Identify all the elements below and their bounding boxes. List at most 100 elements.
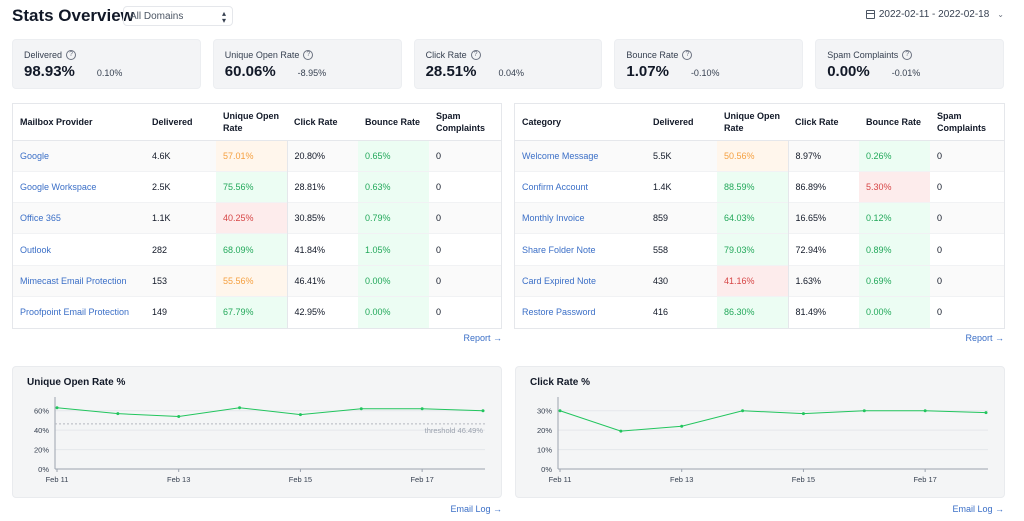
row-name-link[interactable]: Welcome Message: [515, 139, 646, 172]
help-icon[interactable]: ?: [66, 50, 77, 60]
row-name-link[interactable]: Google: [13, 139, 145, 172]
data-point: [177, 415, 181, 419]
row-name-link[interactable]: Mimecast Email Protection: [13, 264, 145, 297]
table-cell: 0.89%: [859, 233, 930, 266]
data-point: [619, 429, 623, 433]
data-point: [741, 409, 745, 413]
calendar-icon: [865, 10, 875, 19]
row-name-link[interactable]: Restore Password: [515, 295, 646, 328]
table-cell: 4.6K: [145, 139, 216, 172]
row-name-link[interactable]: Card Expired Note: [515, 264, 646, 297]
table-cell: 86.30%: [717, 295, 788, 328]
table-cell: 2.5K: [145, 170, 216, 203]
table-cell: 5.5K: [646, 139, 717, 172]
row-name-link[interactable]: Outlook: [13, 233, 145, 266]
table-row: Google 4.6K 57.01% 20.80% 0.65% 0: [13, 139, 501, 172]
table-cell: 79.03%: [717, 233, 788, 266]
table-cell: 41.84%: [286, 233, 358, 266]
table-cell: 0: [930, 295, 1004, 328]
table-cell: 0.00%: [358, 264, 429, 297]
stat-label: Delivered: [24, 50, 63, 60]
table-cell: 1.1K: [145, 202, 216, 234]
help-icon[interactable]: ?: [470, 50, 481, 60]
row-name-link[interactable]: Google Workspace: [13, 170, 145, 203]
y-tick-label: 30%: [537, 407, 552, 416]
help-icon[interactable]: ?: [682, 50, 693, 60]
table-cell: 0: [930, 202, 1004, 234]
column-header: Delivered: [646, 104, 717, 141]
help-icon[interactable]: ?: [303, 50, 314, 60]
data-point: [984, 411, 988, 415]
table-cell: 8.97%: [787, 139, 859, 172]
stat-label-row: Unique Open Rate?: [225, 50, 391, 60]
table-row: Google Workspace 2.5K 75.56% 28.81% 0.63% 0: [13, 170, 501, 203]
stat-label-row: Delivered?: [24, 50, 190, 60]
row-name-link[interactable]: Share Folder Note: [515, 233, 646, 266]
y-tick-label: 60%: [34, 407, 49, 416]
provider-table: Mailbox Provider Delivered Unique Open Rat…: [12, 103, 502, 329]
data-point: [55, 406, 59, 410]
row-name-link[interactable]: Office 365: [13, 202, 145, 234]
stat-value: 0.00%: [827, 63, 870, 80]
y-tick-label: 40%: [34, 426, 49, 435]
table-cell: 558: [646, 233, 717, 266]
column-header: Delivered: [145, 104, 216, 141]
threshold-label: threshold 46.49%: [425, 426, 484, 435]
x-tick-label: Feb 13: [670, 475, 693, 484]
data-point: [481, 409, 485, 413]
table-cell: 28.81%: [286, 170, 358, 203]
row-name-link[interactable]: Proofpoint Email Protection: [13, 295, 145, 328]
stat-label-row: Click Rate?: [426, 50, 592, 60]
table-cell: 16.65%: [787, 202, 859, 234]
y-tick-label: 10%: [537, 446, 552, 455]
table-cell: 41.16%: [717, 264, 788, 297]
column-header: Bounce Rate: [859, 104, 930, 141]
table-cell: 149: [145, 295, 216, 328]
select-caret-icon: ▴ ▾: [221, 9, 226, 25]
domain-select[interactable]: All Domains ▴ ▾: [123, 6, 233, 26]
table-cell: 0: [930, 170, 1004, 203]
y-tick-label: 0%: [541, 465, 552, 474]
x-tick-label: Feb 11: [46, 475, 69, 484]
column-header: Mailbox Provider: [13, 104, 145, 141]
table-cell: 57.01%: [216, 139, 287, 172]
stat-delta: 0.10%: [96, 68, 123, 78]
category-report-link[interactable]: Report →: [965, 333, 1004, 343]
open-rate-email-log-link[interactable]: Email Log →: [450, 504, 502, 514]
table-cell: 20.80%: [286, 139, 358, 172]
stat-label: Click Rate: [425, 50, 467, 60]
table-cell: 0.00%: [859, 295, 930, 328]
table-cell: 282: [145, 233, 216, 266]
stat-delta: 0.04%: [498, 68, 524, 78]
date-range-picker[interactable]: 2022-02-11 - 2022-02-18 ⌄: [865, 9, 1004, 20]
table-cell: 0.69%: [859, 264, 930, 297]
table-cell: 153: [145, 264, 216, 297]
stat-value: 98.93%: [24, 63, 75, 80]
column-header: Spam Complaints: [930, 104, 1004, 141]
table-cell: 0: [930, 233, 1004, 266]
help-icon[interactable]: ?: [902, 50, 913, 60]
column-header: Unique Open Rate: [717, 104, 788, 141]
table-cell: 0.12%: [859, 202, 930, 234]
x-tick-label: Feb 15: [289, 475, 312, 484]
data-point: [923, 409, 927, 413]
table-cell: 30.85%: [286, 202, 358, 234]
table-cell: 430: [646, 264, 717, 297]
stat-card: Unique Open Rate? 60.06% -8.95%: [212, 39, 402, 89]
stat-card: Click Rate? 28.51% 0.04%: [413, 39, 603, 89]
table-cell: 72.94%: [787, 233, 859, 266]
data-point: [359, 407, 363, 411]
click-rate-email-log-link[interactable]: Email Log →: [952, 504, 1004, 514]
data-point: [862, 409, 866, 413]
x-tick-label: Feb 17: [410, 475, 433, 484]
data-point: [298, 413, 302, 417]
table-cell: 0.63%: [358, 170, 429, 203]
table-row: Mimecast Email Protection 153 55.56% 46.41%…: [13, 264, 501, 297]
table-cell: 0: [429, 295, 501, 328]
row-name-link[interactable]: Monthly Invoice: [515, 202, 646, 234]
series-line: [559, 410, 987, 432]
row-name-link[interactable]: Confirm Account: [515, 170, 646, 203]
provider-report-link[interactable]: Report →: [463, 333, 502, 343]
column-header: Bounce Rate: [358, 104, 429, 141]
line-chart-svg: 0% 10% 20% 30% Feb 11 Feb 13 Feb 15 Feb 17: [537, 397, 988, 484]
